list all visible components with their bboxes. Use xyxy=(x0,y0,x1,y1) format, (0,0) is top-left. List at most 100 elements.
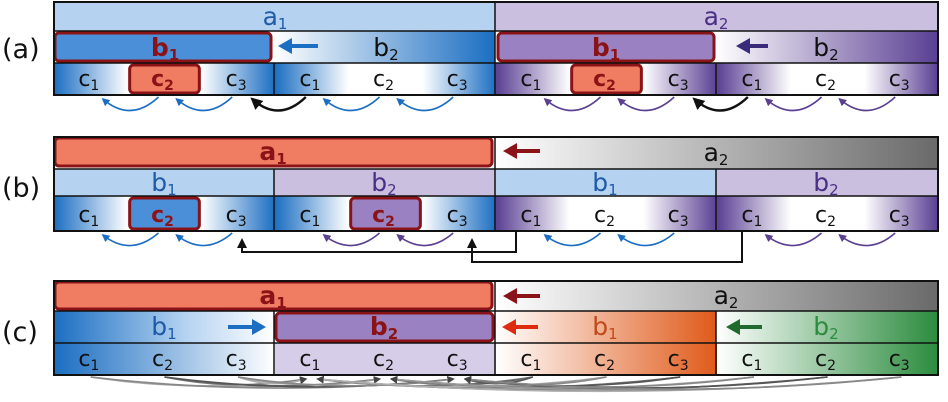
c-cell-bg xyxy=(569,196,644,231)
c-row-a: c1 c2 c3 c1 c2 c3 c1 c2 c3 c1 c2 c3 xyxy=(54,63,939,95)
c-cell-bg xyxy=(275,196,349,231)
b1-block-b-left xyxy=(54,169,274,196)
c-cell-label: c1 xyxy=(520,347,541,374)
c-cell-label: c3 xyxy=(447,67,468,94)
arrow-right-blue-c xyxy=(228,319,266,335)
dependency-arrow xyxy=(396,96,454,112)
a1-label-b: a1 xyxy=(259,137,286,168)
c-cell-bg xyxy=(54,196,128,231)
c-cell-label: c1 xyxy=(299,203,320,230)
c-cell-label: c3 xyxy=(668,347,689,374)
c-cell-label: c3 xyxy=(889,203,910,230)
c-cell-label: c1 xyxy=(78,347,99,374)
c-cell-bg xyxy=(496,63,570,95)
connector-lines-b xyxy=(237,232,743,263)
arrow-left-blue xyxy=(278,38,318,54)
c-cell-label: c2 xyxy=(815,67,836,94)
a1-block xyxy=(54,2,495,31)
dependency-arrow xyxy=(322,96,381,112)
dependency-arrow xyxy=(175,232,233,247)
c-cell-label: c3 xyxy=(226,67,247,94)
panel-b-frame xyxy=(53,136,939,232)
c-cell-label: c2 xyxy=(815,347,836,374)
c-cell-label: c3 xyxy=(668,67,689,94)
a1-label: a1 xyxy=(263,2,288,33)
dependency-arrow xyxy=(617,96,675,112)
c-cell-label: c2 xyxy=(373,67,394,94)
c-cell-label: c1 xyxy=(741,67,762,94)
b2-highlight-c xyxy=(274,311,495,343)
c-cell-label: c1 xyxy=(741,347,762,374)
c-cell-label: c1 xyxy=(78,203,99,230)
dependency-arrow xyxy=(396,232,454,247)
dependency-arrow xyxy=(838,96,896,112)
c-cell-label: c2 xyxy=(593,67,616,94)
c-cell-label: c2 xyxy=(372,203,395,230)
b-label-b-1: b2 xyxy=(371,168,396,199)
c-cell-label: c1 xyxy=(520,67,541,94)
arrow-left-purple xyxy=(736,38,768,54)
c-cell-label: c2 xyxy=(151,67,174,94)
c-cell-label: c2 xyxy=(815,203,836,230)
c-cell-label: c2 xyxy=(373,347,394,374)
c-cell-bg xyxy=(201,196,276,231)
curves-b xyxy=(101,232,896,247)
c-group-bg xyxy=(717,343,939,375)
curves-c xyxy=(90,375,902,393)
dependency-arrow xyxy=(101,232,160,247)
c-cell-label: c1 xyxy=(741,203,762,230)
panel-label-b: (b) xyxy=(2,173,40,204)
c-cell-label: c3 xyxy=(668,203,689,230)
a1-label-c: a1 xyxy=(259,281,286,312)
dependency-arrow xyxy=(543,232,602,247)
arrow-left-green-c xyxy=(726,319,762,335)
c-cell-bg xyxy=(422,196,497,231)
c-cell-label: c3 xyxy=(889,67,910,94)
panel-a: (a) a1 a2 b1 b2 b1 b2 c1 c2 c3 c1 c2 c3 c1 c2 c3… xyxy=(2,1,939,112)
c-cell-label: c3 xyxy=(889,347,910,374)
b2-block-b-left xyxy=(274,169,495,196)
c-cell-bg xyxy=(54,63,128,95)
b1-label-right: b1 xyxy=(592,33,620,64)
c-cell-label: c1 xyxy=(78,67,99,94)
arrow-left-red-c xyxy=(502,319,538,335)
a2-label-b: a2 xyxy=(704,138,729,169)
c-cell-highlight xyxy=(128,196,201,231)
c-cell-bg xyxy=(790,196,865,231)
c-cell-highlight xyxy=(349,196,422,231)
c-cell-bg xyxy=(790,63,865,95)
c-cell-highlight xyxy=(570,63,643,95)
c-cell-bg xyxy=(201,63,276,95)
b-label-b-3: b2 xyxy=(813,168,838,199)
b-label-c-3: b2 xyxy=(813,312,838,343)
b-label-b-0: b1 xyxy=(151,168,176,199)
arrow-left-darkred-b xyxy=(503,143,540,159)
b1-highlight-right xyxy=(496,31,716,63)
a2-block-c xyxy=(495,281,938,311)
c-cell-bg xyxy=(275,63,349,95)
c-cell-bg xyxy=(348,63,423,95)
dependency-arrow xyxy=(617,232,675,247)
c-cell-bg xyxy=(717,63,791,95)
c-cell-bg xyxy=(422,63,497,95)
c-group-bg xyxy=(496,343,718,375)
c-cell-highlight xyxy=(128,63,201,95)
dependency-arrow xyxy=(764,96,823,112)
c-cell-bg xyxy=(496,196,570,231)
c-cell-label: c1 xyxy=(520,203,541,230)
c-group-bg xyxy=(275,343,497,375)
dependency-arrow xyxy=(175,96,233,112)
c-row-c: c1 c2 c3 c1 c2 c3 c1 c2 c3 c1 c2 c3 xyxy=(54,343,939,375)
panel-b: (b) a1 a2 b1 b2 b1 b2 c1 c2 c3 c1 c2 c3 c1 c2 c3… xyxy=(2,136,939,263)
c-cell-label: c3 xyxy=(447,347,468,374)
c-cell-label: c2 xyxy=(594,203,615,230)
b-label-c-0: b1 xyxy=(151,312,176,343)
dependency-arrow xyxy=(838,232,896,247)
dependency-arrow xyxy=(543,96,602,112)
a2-block xyxy=(495,2,938,31)
c-cell-label: c1 xyxy=(299,67,320,94)
dependency-arrow xyxy=(764,232,823,247)
dependency-arrow-gray xyxy=(463,375,902,390)
c-cell-bg xyxy=(643,63,718,95)
